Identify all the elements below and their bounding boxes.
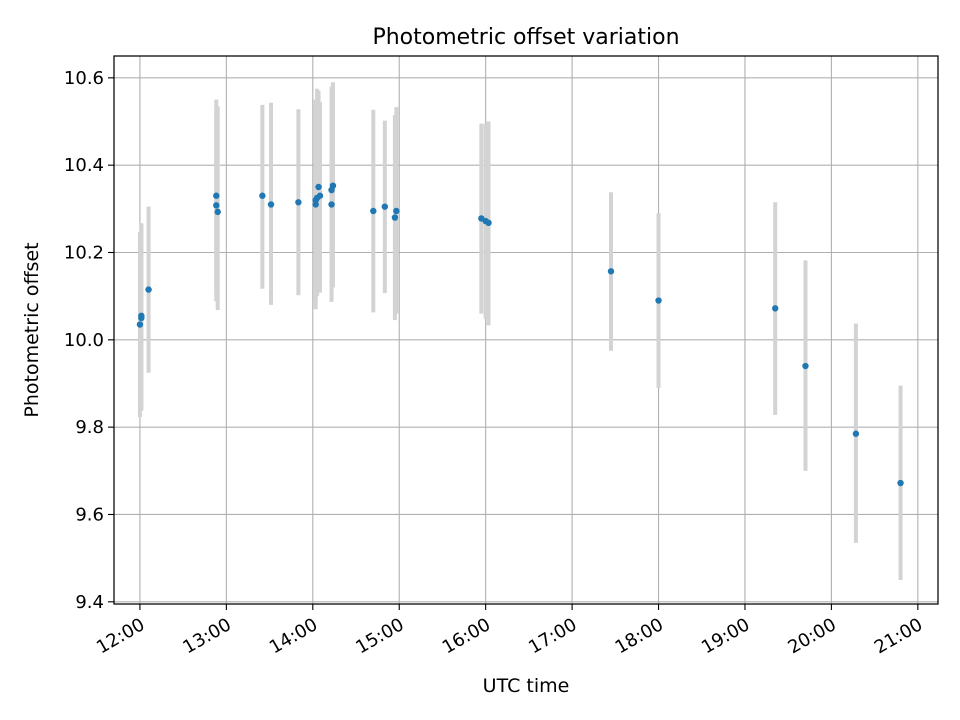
data-point [370, 207, 377, 215]
data-point [655, 297, 662, 304]
y-axis: 9.4 9.6 9.8 10.0 10.2 10.4 10.6 [64, 68, 114, 613]
x-tick-label: 12:00 [93, 614, 148, 658]
x-tick-label: 21:00 [871, 614, 926, 658]
y-tick-label: 9.4 [75, 592, 104, 613]
data-point [607, 268, 615, 275]
data-point [391, 214, 399, 221]
data-point [213, 192, 220, 199]
data-point [852, 430, 860, 437]
data-point [328, 201, 335, 208]
data-point [214, 208, 221, 216]
data-point [259, 192, 266, 199]
y-tick-label: 10.6 [64, 68, 104, 89]
data-point [393, 207, 400, 215]
y-tick-label: 9.6 [75, 504, 104, 525]
y-axis-label: Photometric offset [21, 242, 43, 417]
x-tick-label: 16:00 [439, 614, 494, 658]
y-tick-label: 9.8 [75, 417, 104, 438]
x-tick-label: 14:00 [266, 614, 321, 658]
data-point [267, 201, 275, 208]
data-point [329, 182, 337, 189]
grid [114, 56, 938, 604]
data-point [295, 199, 302, 206]
y-tick-label: 10.0 [64, 330, 104, 351]
plot-area-frame [113, 55, 939, 605]
y-tick-label: 10.4 [64, 155, 104, 176]
data-point [145, 286, 152, 293]
x-tick-label: 20:00 [784, 614, 839, 658]
x-axis-label: UTC time [483, 675, 570, 697]
data-point [138, 312, 145, 320]
data-points [136, 182, 904, 487]
error-bars [137, 82, 903, 580]
data-point [772, 305, 779, 312]
data-point [213, 202, 220, 209]
x-axis: 12:00 13:00 14:00 15:00 16:00 17:00 18:00 19:00… [93, 604, 926, 658]
x-tick-label: 15:00 [352, 614, 407, 658]
x-tick-label: 19:00 [698, 614, 753, 658]
x-tick-label: 17:00 [525, 614, 580, 658]
data-point [802, 362, 809, 370]
data-point [381, 203, 389, 210]
x-tick-label: 18:00 [612, 614, 667, 658]
chart-title: Photometric offset variation [372, 25, 679, 50]
data-point [315, 183, 322, 191]
x-tick-label: 13:00 [179, 614, 234, 658]
data-point [485, 219, 492, 227]
y-tick-label: 10.2 [64, 242, 104, 263]
data-point [136, 321, 144, 328]
data-point [316, 192, 324, 199]
data-point [897, 479, 904, 487]
